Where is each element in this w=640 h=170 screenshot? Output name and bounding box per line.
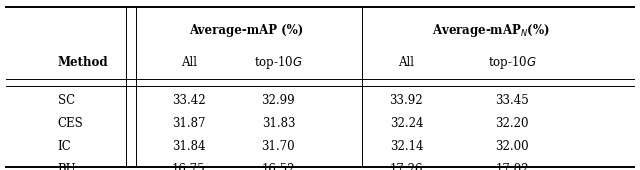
Text: top-10$G$: top-10$G$ [488, 54, 536, 71]
Text: 32.99: 32.99 [262, 94, 295, 107]
Text: 31.87: 31.87 [172, 117, 205, 130]
Text: 16.52: 16.52 [262, 163, 295, 170]
Text: 32.24: 32.24 [390, 117, 423, 130]
Text: 32.14: 32.14 [390, 140, 423, 153]
Text: 31.70: 31.70 [262, 140, 295, 153]
Text: Average-mAP (%): Average-mAP (%) [189, 24, 303, 37]
Text: 33.45: 33.45 [495, 94, 529, 107]
Text: CES: CES [58, 117, 83, 130]
Text: SC: SC [58, 94, 75, 107]
Text: Method: Method [58, 56, 108, 69]
Text: 32.00: 32.00 [495, 140, 529, 153]
Text: IC: IC [58, 140, 71, 153]
Text: All: All [398, 56, 415, 69]
Text: 17.02: 17.02 [495, 163, 529, 170]
Text: 16.75: 16.75 [172, 163, 205, 170]
Text: All: All [180, 56, 197, 69]
Text: 32.20: 32.20 [495, 117, 529, 130]
Text: 33.42: 33.42 [172, 94, 205, 107]
Text: BU: BU [58, 163, 76, 170]
Text: top-10$G$: top-10$G$ [254, 54, 303, 71]
Text: 31.83: 31.83 [262, 117, 295, 130]
Text: 31.84: 31.84 [172, 140, 205, 153]
Text: 33.92: 33.92 [390, 94, 423, 107]
Text: Average-mAP$_N$(%): Average-mAP$_N$(%) [432, 22, 550, 39]
Text: 17.26: 17.26 [390, 163, 423, 170]
